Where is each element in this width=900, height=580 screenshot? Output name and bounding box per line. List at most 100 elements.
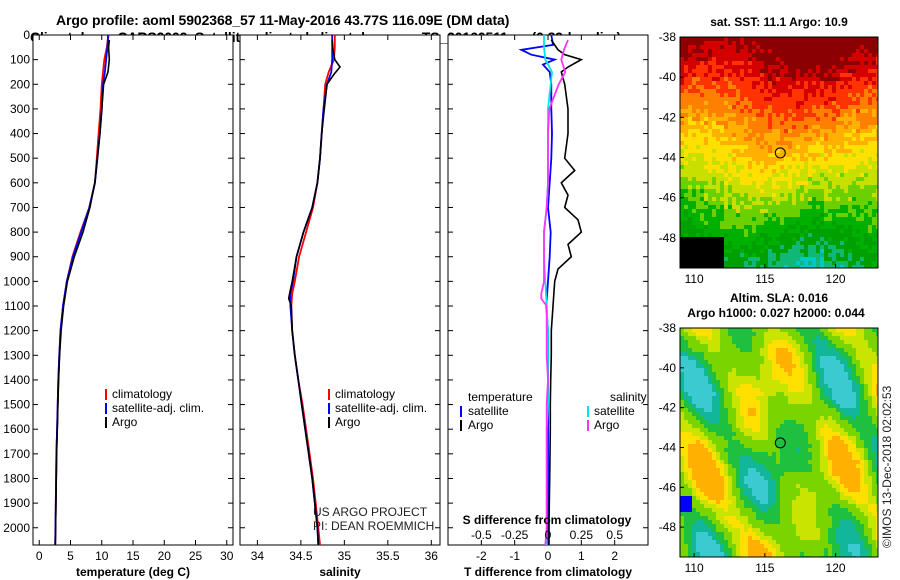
sst_map-cell: [808, 129, 812, 133]
sst_map-cell: [692, 193, 696, 197]
sla_map-cell: [720, 412, 724, 416]
sla_map-cell: [704, 468, 708, 472]
sst_map-cell: [728, 93, 732, 97]
sst_map-cell: [680, 69, 684, 73]
sst_map-cell: [848, 233, 852, 237]
sla_map-cell: [856, 328, 860, 332]
sla_map-cell: [872, 416, 876, 420]
sst_map-cell: [712, 73, 716, 77]
sst_map-cell: [700, 89, 704, 93]
sst_map-cell: [760, 153, 764, 157]
sla_map-cell: [780, 368, 784, 372]
sla_map-cell: [840, 360, 844, 364]
sla_map-cell: [804, 416, 808, 420]
sst_map-cell: [728, 125, 732, 129]
sst_map-cell: [808, 193, 812, 197]
sst_map-cell: [812, 49, 816, 53]
sla_map-cell: [764, 416, 768, 420]
sla_map-cell: [860, 460, 864, 464]
sla_map-cell: [728, 460, 732, 464]
sst_map-cell: [860, 129, 864, 133]
sst_map-cell: [824, 137, 828, 141]
sla_map-cell: [776, 360, 780, 364]
sst_map-cell: [852, 257, 856, 261]
sla_map-cell: [840, 428, 844, 432]
sla_map-cell: [820, 336, 824, 340]
sst_map-cell: [856, 257, 860, 261]
sst_map-cell: [860, 141, 864, 145]
sst_map-cell: [764, 41, 768, 45]
sst_map-cell: [696, 161, 700, 165]
sst_map-cell: [768, 261, 772, 265]
sla_map-cell: [848, 448, 852, 452]
sla_map-cell: [796, 420, 800, 424]
sst_map-cell: [820, 165, 824, 169]
sst_map-cell: [856, 237, 860, 241]
sst_map-cell: [724, 73, 728, 77]
sst_map-cell: [852, 125, 856, 129]
sst_map-cell: [788, 117, 792, 121]
sst_map-cell: [832, 45, 836, 49]
sla_map-cell: [784, 340, 788, 344]
sst_map-cell: [776, 145, 780, 149]
sst_map-cell: [840, 261, 844, 265]
sst_map-cell: [836, 105, 840, 109]
sla_map-cell: [720, 424, 724, 428]
sst_map-cell: [708, 209, 712, 213]
sst_map-cell: [708, 249, 712, 253]
sst_map-cell: [696, 245, 700, 249]
sst_map-cell: [852, 177, 856, 181]
sst_map-cell: [776, 225, 780, 229]
sst_map-cell: [704, 121, 708, 125]
sst_map-cell: [736, 229, 740, 233]
sla_map-cell: [720, 468, 724, 472]
sla_map-cell: [856, 436, 860, 440]
sla_map-cell: [700, 456, 704, 460]
sst_map-cell: [876, 197, 878, 201]
sst_map-cell: [864, 265, 868, 268]
sst_map-cell: [764, 145, 768, 149]
sst_map-cell: [760, 261, 764, 265]
sst_map-cell: [740, 125, 744, 129]
sla_map-cell: [852, 428, 856, 432]
sst_map-cell: [848, 265, 852, 268]
sst_map-cell: [784, 73, 788, 77]
sst_map-cell: [876, 113, 878, 117]
sla_map-cell: [700, 424, 704, 428]
sst_map-cell: [756, 233, 760, 237]
sla_map-cell: [836, 440, 840, 444]
sst_map-cell: [696, 145, 700, 149]
sst_map-cell: [860, 177, 864, 181]
sst_map-cell: [820, 261, 824, 265]
sst_map-cell: [692, 45, 696, 49]
sst_map-cell: [752, 249, 756, 253]
sst_map-cell: [716, 233, 720, 237]
sst_map-cell: [860, 45, 864, 49]
sst_map-cell: [752, 73, 756, 77]
sst_map-cell: [844, 217, 848, 221]
sst_map-cell: [840, 249, 844, 253]
sla_map-cell: [852, 336, 856, 340]
sst_map-cell: [772, 145, 776, 149]
sst_map-cell: [724, 205, 728, 209]
sst_map-cell: [712, 193, 716, 197]
sst_map-cell: [800, 253, 804, 257]
sst_map-cell: [748, 177, 752, 181]
sst_map-cell: [716, 145, 720, 149]
sst_map-cell: [796, 149, 800, 153]
sla_map-cell: [768, 396, 772, 400]
sst_map-cell: [832, 137, 836, 141]
sst_map-cell: [708, 169, 712, 173]
sla_map-cell: [816, 340, 820, 344]
sst_map-cell: [680, 217, 684, 221]
temperature-axes-box: [32, 34, 234, 546]
sla_map-cell: [848, 356, 852, 360]
sla_map-cell: [748, 344, 752, 348]
sla_map-cell: [848, 368, 852, 372]
sst_map-cell: [756, 189, 760, 193]
sst_map-cell: [748, 149, 752, 153]
sst_map-cell: [864, 113, 868, 117]
sla_map-cell: [868, 368, 872, 372]
sst_map-cell: [848, 97, 852, 101]
sst_map-cell: [844, 233, 848, 237]
